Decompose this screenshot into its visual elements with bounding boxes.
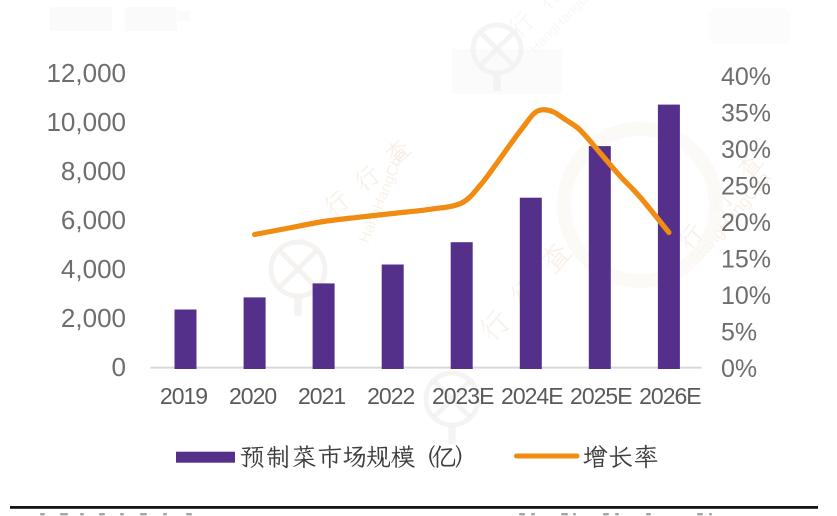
svg-text:4,000: 4,000 [61,254,126,284]
svg-text:2020: 2020 [229,383,276,409]
svg-text:6,000: 6,000 [61,205,126,235]
svg-text:2019: 2019 [160,383,207,409]
svg-text:2021: 2021 [298,383,345,409]
svg-text:2025E: 2025E [570,383,632,409]
svg-text:2,000: 2,000 [61,303,126,333]
svg-text:2024E: 2024E [501,383,563,409]
svg-text:40%: 40% [721,63,771,91]
svg-text:2026E: 2026E [639,383,701,409]
svg-text:2023E: 2023E [432,383,494,409]
svg-text:5%: 5% [721,318,757,346]
svg-text:10,000: 10,000 [46,107,126,137]
svg-text:15%: 15% [721,245,771,273]
svg-text:20%: 20% [721,209,771,237]
svg-text:8,000: 8,000 [61,156,126,186]
svg-text:25%: 25% [721,172,771,200]
svg-text:2022: 2022 [367,383,414,409]
svg-text:10%: 10% [721,282,771,310]
svg-text:12,000: 12,000 [46,58,126,88]
svg-text:0%: 0% [721,355,757,383]
svg-text:0: 0 [112,352,126,382]
svg-text:30%: 30% [721,136,771,164]
svg-text:35%: 35% [721,99,771,127]
